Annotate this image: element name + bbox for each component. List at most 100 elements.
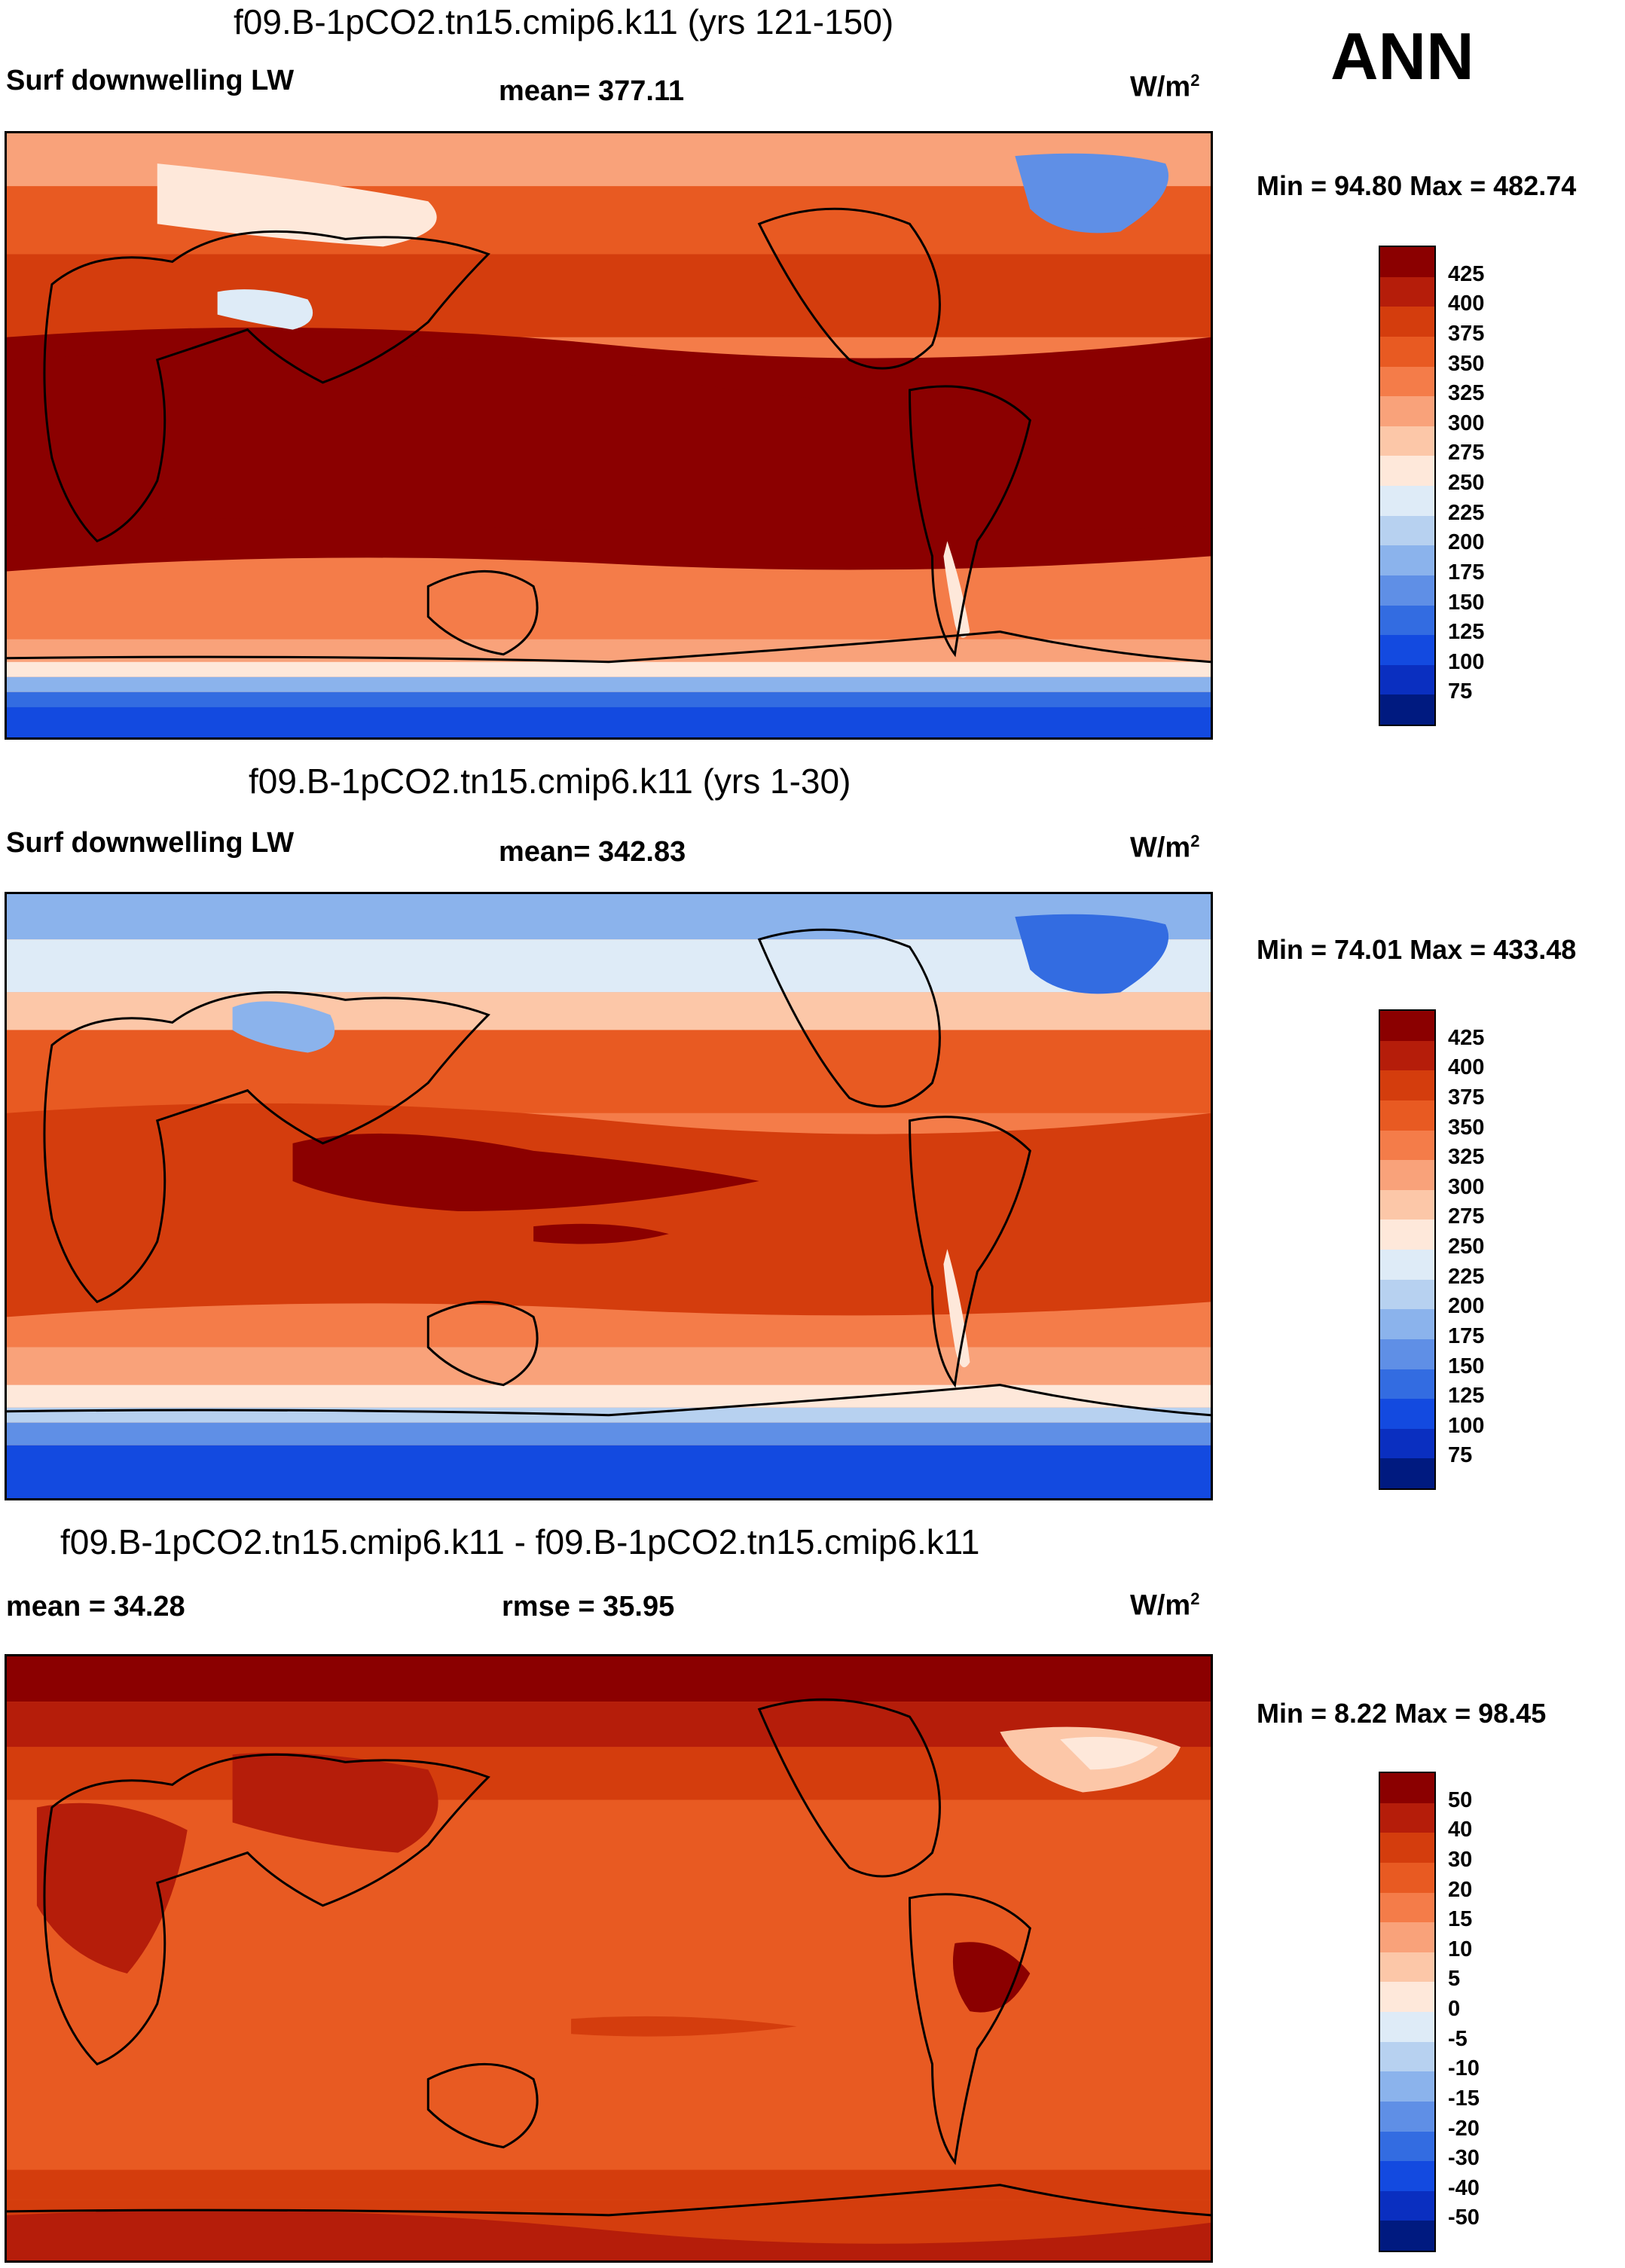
panel-2-units: W/m2	[1130, 832, 1200, 864]
colorbar-swatch	[1380, 575, 1434, 606]
panel-2-min-max: Min = 74.01 Max = 433.48	[1257, 934, 1577, 965]
colorbar-tick-label: -20	[1448, 2116, 1480, 2141]
colorbar-swatch	[1380, 1130, 1434, 1161]
colorbar-tick-label: 30	[1448, 1847, 1473, 1872]
panel-3-map	[5, 1654, 1213, 2263]
colorbar-tick-label: -15	[1448, 2086, 1480, 2111]
colorbar-tick-label: 250	[1448, 471, 1485, 495]
colorbar-tick-label: 200	[1448, 530, 1485, 555]
colorbar-swatch	[1380, 396, 1434, 426]
colorbar-tick-label: 225	[1448, 1264, 1485, 1289]
panel-3-rmse-label: rmse = 35.95	[502, 1591, 675, 1622]
colorbar-tick-label: 175	[1448, 560, 1485, 585]
panel-2-mean-label: mean= 342.83	[499, 836, 686, 868]
colorbar-tick-label: 175	[1448, 1323, 1485, 1348]
colorbar-tick-label: 400	[1448, 292, 1485, 316]
panel-1-title: f09.B-1pCO2.tn15.cmip6.k11 (yrs 121-150)	[234, 2, 894, 41]
panel-2-colorbar-labels: 425 400 375 350 325 300 275 250 225 200 175 150 125 1…	[1448, 1009, 1538, 1490]
colorbar-tick-label: 400	[1448, 1055, 1485, 1080]
colorbar-tick-label: 20	[1448, 1877, 1473, 1902]
colorbar-tick-label: 75	[1448, 1443, 1473, 1468]
colorbar-tick-label: 15	[1448, 1907, 1473, 1932]
colorbar-tick-label: 425	[1448, 261, 1485, 286]
colorbar-swatch	[1380, 1922, 1434, 1952]
colorbar-tick-label: 425	[1448, 1025, 1485, 1050]
colorbar-tick-label: 75	[1448, 679, 1473, 704]
colorbar-swatch	[1380, 2161, 1434, 2191]
season-label: ANN	[1330, 19, 1474, 93]
colorbar-swatch	[1380, 694, 1434, 725]
colorbar-tick-label: 100	[1448, 1413, 1485, 1438]
colorbar-tick-label: 300	[1448, 411, 1485, 435]
panel-3-min-max: Min = 8.22 Max = 98.45	[1257, 1698, 1547, 1729]
colorbar-swatch	[1380, 276, 1434, 307]
colorbar-tick-label: 325	[1448, 381, 1485, 406]
colorbar-swatch	[1380, 1339, 1434, 1369]
colorbar-swatch	[1380, 1982, 1434, 2012]
colorbar-swatch	[1380, 515, 1434, 546]
colorbar-swatch	[1380, 1070, 1434, 1100]
colorbar-tick-label: 200	[1448, 1294, 1485, 1319]
panel-1-colorbar	[1379, 246, 1436, 726]
colorbar-swatch	[1380, 1833, 1434, 1863]
colorbar-tick-label: 100	[1448, 649, 1485, 674]
colorbar-swatch	[1380, 1040, 1434, 1071]
panel-1-map-field	[7, 133, 1211, 737]
panel-2-title: f09.B-1pCO2.tn15.cmip6.k11 (yrs 1-30)	[249, 762, 851, 801]
colorbar-swatch	[1380, 336, 1434, 367]
colorbar-tick-label: 250	[1448, 1235, 1485, 1259]
colorbar-swatch	[1380, 2131, 1434, 2162]
colorbar-swatch	[1380, 247, 1434, 277]
colorbar-swatch	[1380, 2012, 1434, 2042]
colorbar-swatch	[1380, 426, 1434, 456]
colorbar-tick-label: 125	[1448, 1384, 1485, 1409]
colorbar-tick-label: 325	[1448, 1145, 1485, 1170]
colorbar-swatch	[1380, 1428, 1434, 1459]
colorbar-tick-label: 150	[1448, 590, 1485, 615]
colorbar-swatch	[1380, 1399, 1434, 1429]
panel-1-units: W/m2	[1130, 71, 1200, 103]
colorbar-swatch	[1380, 1100, 1434, 1131]
colorbar-swatch	[1380, 664, 1434, 695]
panel-2-variable-label: Surf downwelling LW	[6, 827, 295, 859]
colorbar-tick-label: 5	[1448, 1967, 1461, 1992]
colorbar-swatch	[1380, 486, 1434, 516]
colorbar-swatch	[1380, 1862, 1434, 1893]
colorbar-swatch	[1380, 1011, 1434, 1041]
colorbar-swatch	[1380, 2101, 1434, 2132]
colorbar-tick-label: 275	[1448, 1204, 1485, 1229]
colorbar-tick-label: 125	[1448, 620, 1485, 645]
colorbar-tick-label: 50	[1448, 1787, 1473, 1812]
colorbar-tick-label: 150	[1448, 1354, 1485, 1378]
colorbar-tick-label: -5	[1448, 2026, 1468, 2051]
colorbar-swatch	[1380, 366, 1434, 397]
panel-3-title: f09.B-1pCO2.tn15.cmip6.k11 - f09.B-1pCO2…	[60, 1522, 980, 1561]
panel-2-map-field	[7, 894, 1211, 1498]
panel-1-map	[5, 131, 1213, 740]
colorbar-swatch	[1380, 1189, 1434, 1220]
panel-1-colorbar-labels: 425 400 375 350 325 300 275 250 225 200 175 150 125 1…	[1448, 246, 1538, 726]
colorbar-tick-label: 40	[1448, 1818, 1473, 1842]
colorbar-swatch	[1380, 545, 1434, 575]
colorbar-tick-label: -40	[1448, 2175, 1480, 2200]
colorbar-tick-label: 0	[1448, 1997, 1461, 2021]
panel-3-colorbar-labels: 50 40 30 20 15 10 5 0 -5 -10 -15 -20 -30 -40 -50	[1448, 1772, 1538, 2252]
panel-1-variable-label: Surf downwelling LW	[6, 65, 295, 96]
colorbar-tick-label: 350	[1448, 1115, 1485, 1140]
panel-3-colorbar	[1379, 1772, 1436, 2252]
panel-2-colorbar	[1379, 1009, 1436, 1490]
panel-3-units: W/m2	[1130, 1589, 1200, 1622]
colorbar-swatch	[1380, 605, 1434, 636]
colorbar-swatch	[1380, 1802, 1434, 1833]
colorbar-tick-label: 350	[1448, 351, 1485, 376]
colorbar-tick-label: -30	[1448, 2146, 1480, 2171]
panel-1-min-max: Min = 94.80 Max = 482.74	[1257, 170, 1577, 201]
panel-1-mean-label: mean= 377.11	[499, 75, 685, 107]
panel-3-map-field	[7, 1656, 1211, 2260]
colorbar-swatch	[1380, 2041, 1434, 2072]
colorbar-swatch	[1380, 1309, 1434, 1339]
colorbar-swatch	[1380, 1219, 1434, 1250]
colorbar-tick-label: 10	[1448, 1937, 1473, 1961]
colorbar-swatch	[1380, 1279, 1434, 1310]
colorbar-swatch	[1380, 1773, 1434, 1803]
